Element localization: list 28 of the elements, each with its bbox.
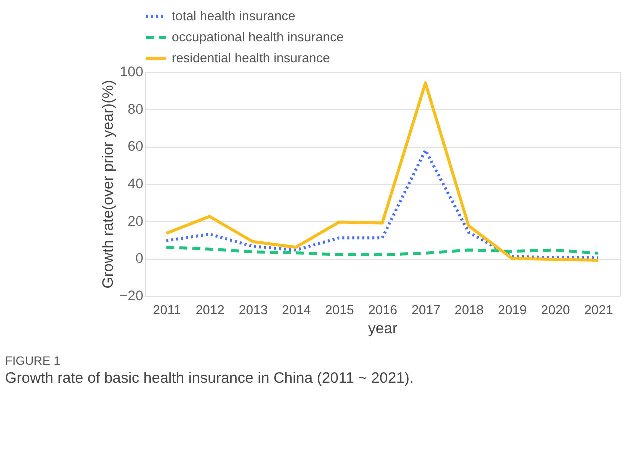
- legend-label: total health insurance: [172, 8, 296, 24]
- x-tick-label: 2014: [282, 302, 312, 318]
- y-tick-label: 40: [128, 176, 144, 192]
- x-tick-label: 2015: [325, 302, 354, 318]
- text: Growth rate of basic health insurance in China (2011 ~ 2021).: [5, 370, 414, 387]
- y-tick-label: 60: [128, 138, 144, 154]
- line-series: [165, 148, 600, 260]
- text: FIGURE 1: [5, 354, 61, 368]
- x-tick-label: 2011: [153, 302, 182, 318]
- x-tick-label: 2017: [412, 302, 441, 318]
- y-tick-label: 80: [128, 100, 144, 117]
- y-tick-label: 0: [136, 250, 144, 266]
- x-tick-label: 2013: [238, 302, 268, 318]
- x-axis-title: year: [368, 320, 398, 338]
- x-tick-label: 2021: [584, 302, 614, 318]
- x-tick-label: 2019: [498, 302, 528, 318]
- y-axis-title: Growth rate(over prior year)(%): [100, 80, 117, 289]
- x-tick-label: 2018: [454, 302, 484, 318]
- y-tick-label: −20: [120, 288, 144, 304]
- line-series: [165, 246, 600, 256]
- y-tick-label: 100: [120, 64, 144, 80]
- y-tick-label: 20: [128, 212, 144, 229]
- x-tick-label: 2012: [196, 302, 225, 318]
- x-tick-label: 2020: [541, 302, 570, 318]
- legend-label: residential health insurance: [172, 50, 330, 66]
- legend-label: occupational health insurance: [172, 30, 344, 44]
- line-series: [165, 82, 600, 262]
- x-tick-label: 2016: [368, 302, 398, 318]
